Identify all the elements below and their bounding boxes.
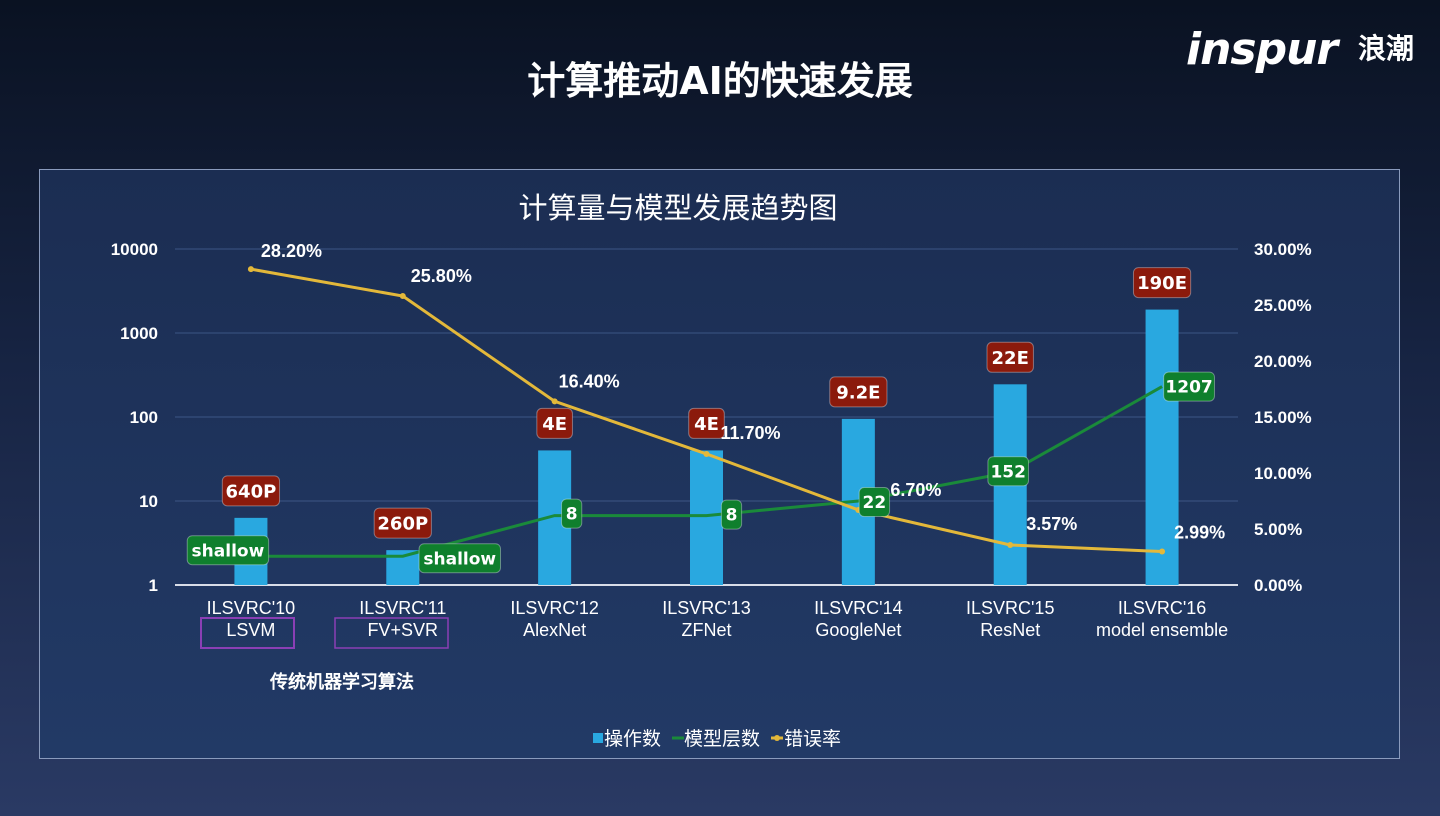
layer-data-label: 8 [566, 505, 578, 525]
right-tick-label: 15.00% [1254, 408, 1312, 427]
inspur-logo: inspur 浪潮 [1186, 28, 1431, 78]
bar-data-label: 190E [1137, 273, 1187, 294]
bar-data-label: 4E [542, 414, 567, 435]
point-error-rate [1007, 542, 1014, 549]
bar-data-label-box [536, 407, 573, 439]
right-tick-label: 20.00% [1254, 352, 1312, 371]
logo-wordmark: inspur [1186, 24, 1338, 75]
error-data-label: 28.20% [261, 241, 322, 261]
category-label-year: ILSVRC'13 [662, 598, 750, 618]
bar-operations [1145, 309, 1179, 585]
category-label-model: model ensemble [1096, 620, 1228, 640]
left-tick-label: 100 [130, 408, 158, 427]
layer-data-label: shallow [423, 549, 496, 569]
layer-data-label-box [186, 535, 270, 566]
layer-data-label: 152 [990, 462, 1026, 482]
layer-data-label: 22 [863, 493, 887, 513]
error-data-label: 6.70% [890, 480, 941, 500]
right-tick-label: 25.00% [1254, 296, 1312, 315]
bar-data-label: 22E [992, 348, 1029, 369]
bar-data-label: 4E [694, 414, 719, 435]
group-annotation: 传统机器学习算法 [269, 671, 414, 693]
error-data-label: 25.80% [411, 266, 472, 286]
category-label-model: FV+SVR [368, 620, 439, 640]
error-data-label: 2.99% [1174, 523, 1225, 543]
traditional-box-lsvm [200, 617, 295, 649]
layer-data-label: 8 [726, 506, 738, 526]
bar-data-label: 640P [226, 481, 277, 502]
right-tick-label: 10.00% [1254, 464, 1312, 483]
category-label-model: LSVM [226, 620, 275, 640]
legend-label-error: 错误率 [784, 728, 841, 750]
point-error-rate [1159, 548, 1166, 555]
bar-data-label-box [829, 376, 888, 408]
category-label-model: ZFNet [681, 620, 731, 640]
layer-data-label-box [720, 499, 743, 530]
error-data-label: 3.57% [1026, 514, 1077, 534]
category-label-model: ResNet [980, 620, 1040, 640]
category-label-year: ILSVRC'12 [510, 598, 598, 618]
error-data-label: 11.70% [721, 423, 781, 443]
point-error-rate [551, 398, 558, 405]
bar-data-label: 9.2E [836, 382, 880, 403]
bar-operations [690, 450, 723, 585]
layer-data-label: shallow [192, 541, 265, 561]
layer-data-label-box [1163, 371, 1215, 402]
bar-data-label-box [688, 407, 725, 439]
left-tick-label: 10000 [111, 240, 158, 259]
right-tick-label: 30.00% [1254, 240, 1312, 259]
traditional-box-fvsvr [334, 617, 449, 649]
logo-chinese: 浪潮 [1358, 32, 1415, 65]
right-tick-label: 0.00% [1254, 576, 1302, 595]
category-label-year: ILSVRC'10 [207, 598, 295, 618]
error-data-label: 16.40% [559, 371, 620, 391]
bar-data-label-box [1132, 267, 1192, 299]
layer-data-label: 1207 [1165, 378, 1212, 398]
point-error-rate [399, 293, 406, 300]
layer-data-label-box [418, 543, 501, 574]
right-tick-label: 5.00% [1254, 520, 1302, 539]
layer-data-label-box [561, 498, 583, 529]
left-tick-label: 10 [139, 492, 158, 511]
left-tick-label: 1 [149, 576, 158, 595]
left-tick-label: 1000 [120, 324, 158, 343]
bar-data-label: 260P [377, 514, 428, 535]
point-error-rate [703, 450, 710, 457]
category-label-year: ILSVRC'16 [1118, 598, 1206, 618]
layer-data-label-box [858, 487, 891, 517]
category-label-model: GoogleNet [815, 620, 901, 640]
chart-title: 计算量与模型发展趋势图 [518, 191, 837, 225]
legend-label-operations: 操作数 [604, 728, 661, 750]
bar-data-label-box [986, 341, 1034, 373]
legend-label-layers: 模型层数 [684, 728, 760, 750]
category-label-year: ILSVRC'11 [359, 598, 446, 618]
layer-data-label-box [987, 456, 1030, 487]
category-label-year: ILSVRC'15 [966, 598, 1054, 618]
slide-title: 计算推动AI的快速发展 [527, 59, 913, 103]
legend-swatch-operations [593, 733, 603, 743]
bar-data-label-box [373, 507, 432, 539]
legend-marker-error [774, 735, 780, 741]
category-label-model: AlexNet [523, 620, 586, 640]
point-error-rate [247, 266, 254, 273]
category-label-year: ILSVRC'14 [814, 598, 902, 618]
bar-data-label-box [221, 475, 281, 507]
